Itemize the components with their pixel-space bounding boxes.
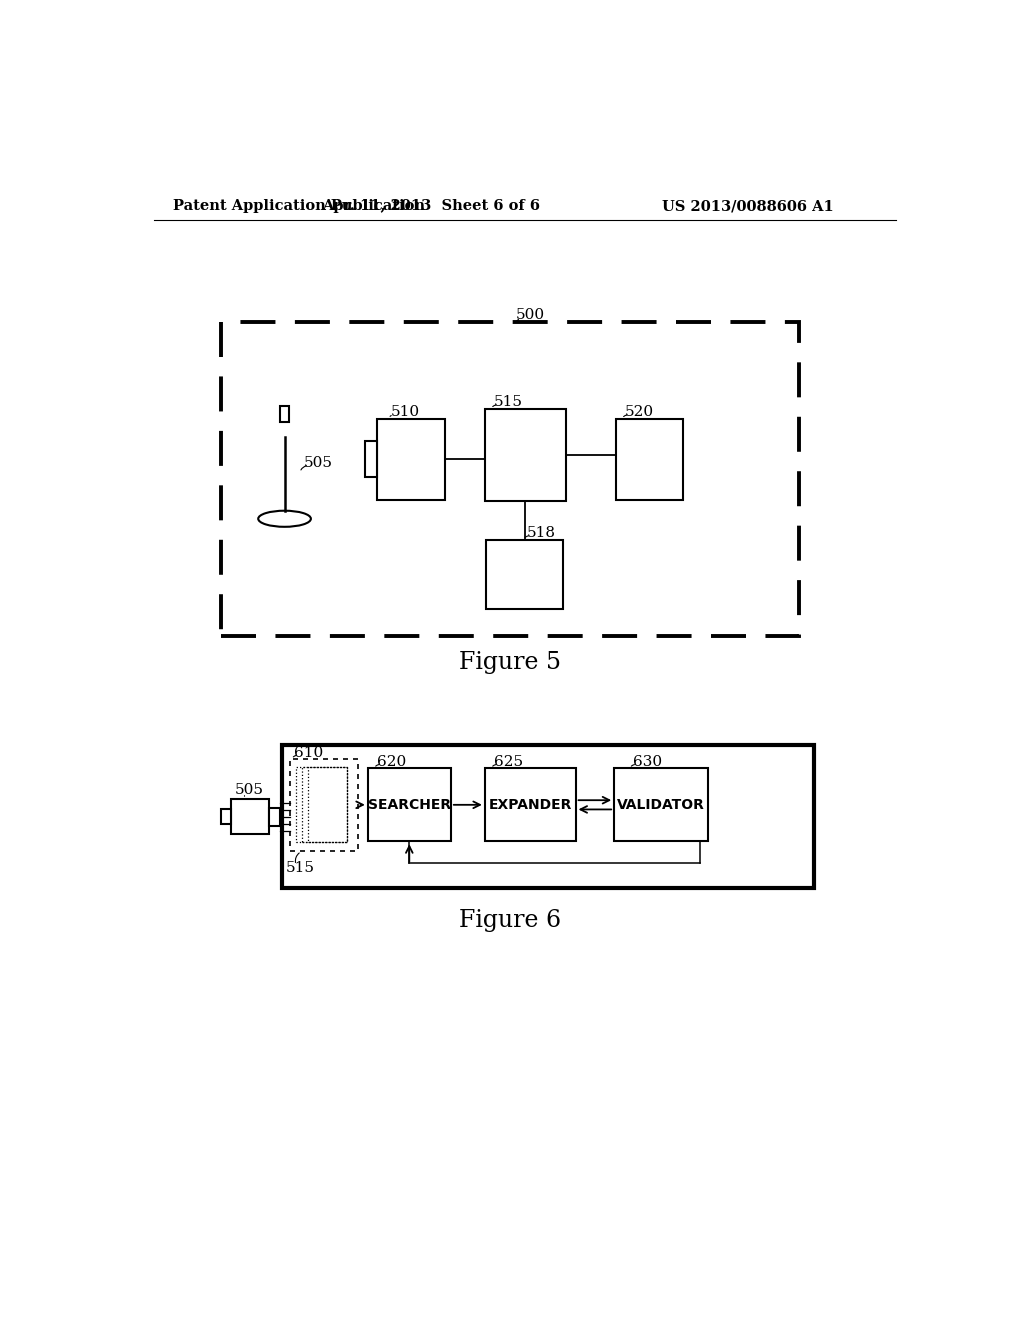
Bar (296, 767, 347, 842)
Bar (377, 418, 444, 499)
Text: 505: 505 (304, 455, 333, 470)
Bar (269, 808, 280, 826)
Text: VALIDATOR: VALIDATOR (617, 797, 706, 812)
Bar (221, 322, 799, 636)
Text: 505: 505 (234, 783, 263, 797)
Bar (484, 409, 565, 502)
Text: 500: 500 (515, 309, 545, 322)
Text: 625: 625 (494, 755, 523, 770)
Text: Patent Application Publication: Patent Application Publication (173, 199, 425, 213)
Bar (365, 441, 377, 477)
Bar (486, 540, 563, 609)
Bar (230, 799, 269, 834)
Text: 610: 610 (294, 746, 323, 760)
Text: 515: 515 (286, 862, 315, 875)
Bar (308, 767, 347, 842)
Bar (615, 418, 683, 499)
Text: 520: 520 (625, 405, 654, 420)
Bar (290, 759, 357, 851)
Bar (221, 809, 230, 825)
Text: 518: 518 (526, 527, 555, 540)
Bar (614, 768, 708, 841)
Bar (368, 768, 451, 841)
Bar (280, 407, 289, 422)
Text: US 2013/0088606 A1: US 2013/0088606 A1 (662, 199, 834, 213)
Text: 510: 510 (391, 405, 420, 420)
Text: 620: 620 (377, 755, 407, 770)
Bar (484, 768, 575, 841)
Text: Figure 6: Figure 6 (459, 909, 561, 932)
Bar (302, 767, 347, 842)
Text: EXPANDER: EXPANDER (488, 797, 571, 812)
Text: SEARCHER: SEARCHER (368, 797, 451, 812)
Text: Apr. 11, 2013  Sheet 6 of 6: Apr. 11, 2013 Sheet 6 of 6 (322, 199, 540, 213)
Text: 515: 515 (494, 396, 523, 409)
Text: 630: 630 (634, 755, 663, 770)
Bar (283, 744, 814, 888)
Text: Figure 5: Figure 5 (459, 651, 561, 675)
